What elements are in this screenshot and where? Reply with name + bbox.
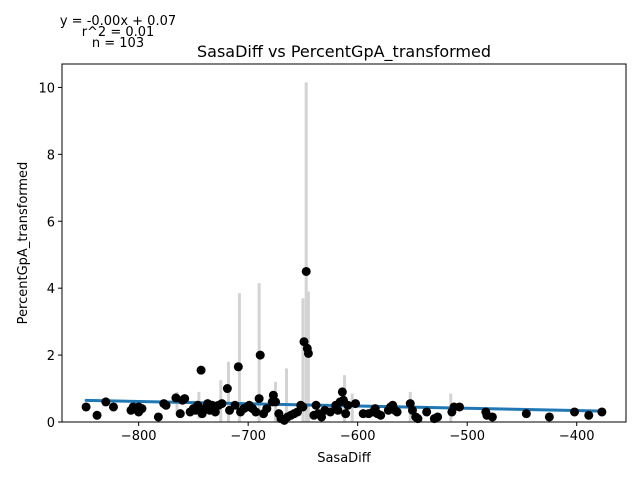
data-point-95 — [521, 409, 531, 419]
r2-annotation: r^2 = 0.01 — [82, 25, 155, 40]
y-tick-label-1: 2 — [47, 349, 55, 364]
y-tick-label-0: 0 — [47, 416, 55, 431]
data-point-99 — [597, 407, 607, 417]
y-axis-label: PercentGpA_transformed — [16, 162, 31, 325]
data-point-101 — [205, 405, 215, 415]
data-point-10 — [161, 400, 171, 410]
data-point-43 — [271, 397, 281, 407]
data-point-37 — [254, 394, 264, 404]
data-point-70 — [350, 399, 360, 409]
data-point-53 — [299, 337, 309, 347]
data-point-58 — [311, 400, 321, 410]
data-point-85 — [413, 414, 423, 424]
data-point-102 — [134, 407, 144, 417]
y-tick-label-4: 8 — [47, 148, 55, 163]
data-point-30 — [233, 362, 243, 372]
data-point-52 — [298, 402, 308, 412]
data-points — [81, 266, 607, 425]
data-point-40 — [262, 404, 272, 414]
data-point-81 — [392, 407, 402, 417]
y-tick-label-2: 4 — [47, 282, 55, 297]
x-axis-ticks: −800 −700 −600 −500 −400 — [121, 422, 595, 444]
data-point-26 — [217, 399, 227, 409]
data-point-98 — [584, 410, 594, 420]
data-point-94 — [487, 412, 497, 422]
data-point-97 — [570, 407, 580, 417]
data-point-88 — [433, 412, 443, 422]
data-point-29 — [230, 400, 240, 410]
data-point-54 — [301, 266, 311, 276]
y-tick-label-3: 6 — [47, 215, 55, 230]
data-point-1 — [92, 410, 102, 420]
data-point-8 — [153, 412, 163, 422]
data-point-12 — [175, 409, 185, 419]
data-point-36 — [251, 407, 261, 417]
x-tick-label-4: −400 — [559, 429, 595, 444]
data-point-69 — [343, 400, 353, 410]
x-tick-label-3: −500 — [449, 429, 485, 444]
data-point-27 — [222, 384, 232, 394]
data-point-2 — [101, 397, 111, 407]
data-point-86 — [422, 407, 432, 417]
data-point-38 — [255, 350, 265, 360]
data-point-60 — [317, 412, 327, 422]
y-axis-ticks: 0 2 4 6 8 10 — [38, 81, 62, 431]
data-point-19 — [196, 365, 206, 375]
data-point-91 — [455, 402, 465, 412]
x-tick-label-2: −600 — [340, 429, 376, 444]
data-point-83 — [407, 405, 417, 415]
x-tick-label-1: −700 — [230, 429, 266, 444]
axes-frame — [61, 63, 627, 423]
x-tick-label-0: −800 — [121, 429, 157, 444]
data-point-14 — [180, 394, 190, 404]
data-point-66 — [337, 387, 347, 397]
data-point-96 — [544, 412, 554, 422]
chart-title: SasaDiff vs PercentGpA_transformed — [197, 42, 491, 62]
equation-annotation: y = -0.00x + 0.07 — [60, 14, 176, 29]
n-annotation: n = 103 — [92, 36, 144, 51]
data-point-3 — [108, 402, 118, 412]
data-point-56 — [303, 348, 313, 358]
plot-area — [61, 63, 627, 425]
data-point-0 — [81, 402, 91, 412]
data-point-100 — [331, 404, 341, 414]
data-point-76 — [376, 410, 386, 420]
data-point-68 — [341, 409, 351, 419]
x-axis-label: SasaDiff — [317, 451, 372, 466]
y-tick-label-5: 10 — [38, 81, 55, 96]
